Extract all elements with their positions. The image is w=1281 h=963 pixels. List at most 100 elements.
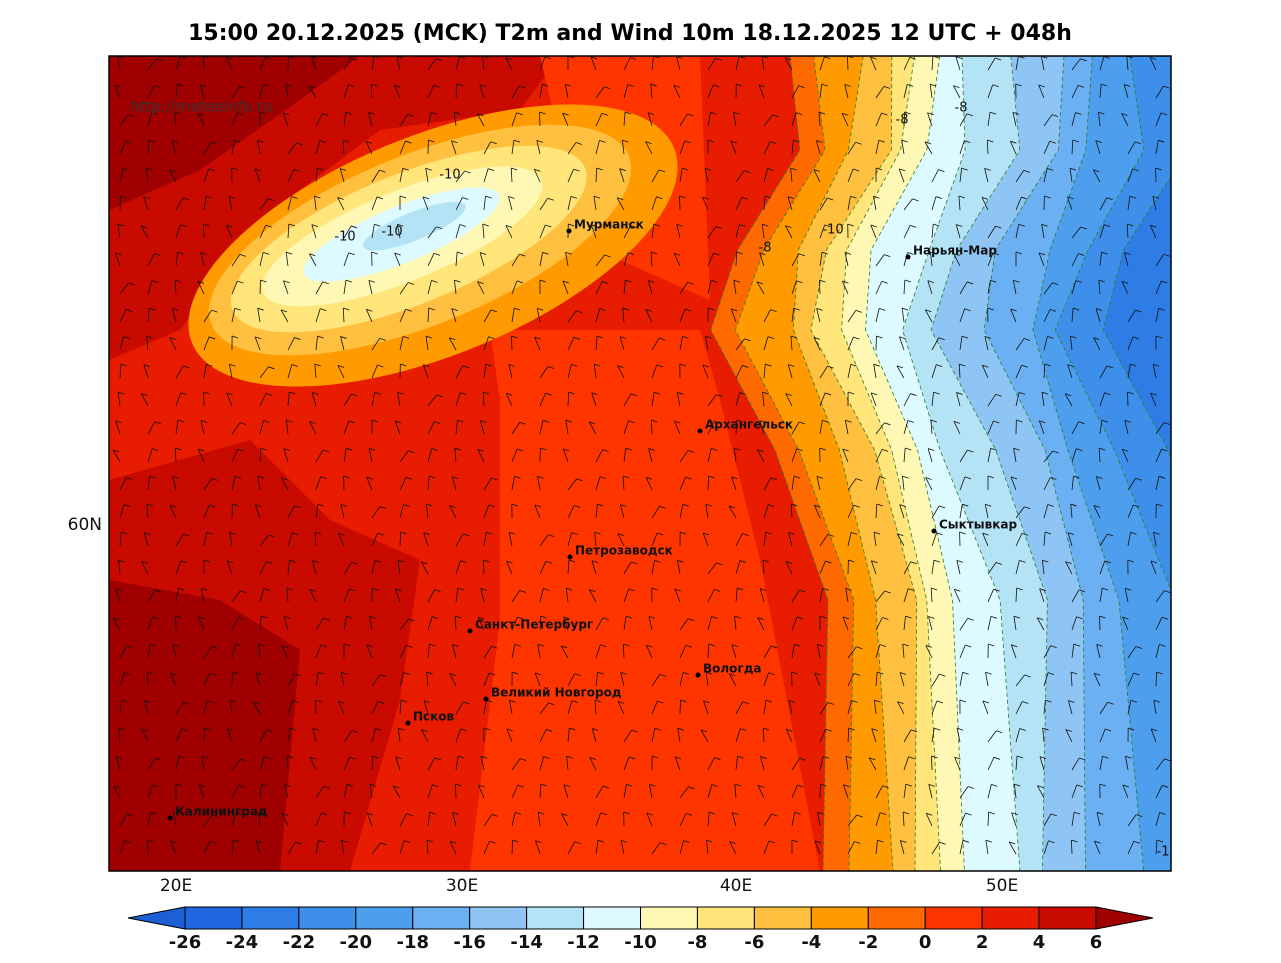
wind-barb	[119, 813, 128, 827]
wind-barb	[225, 56, 233, 60]
wind-barb	[1050, 645, 1057, 649]
wind-barb	[873, 700, 877, 715]
wind-barb	[124, 840, 131, 844]
wind-barb	[985, 840, 989, 855]
wind-barb	[203, 168, 210, 183]
wind-barb	[595, 308, 601, 323]
wind-barb	[761, 56, 765, 71]
wind-barb	[533, 169, 541, 183]
wind-barb	[197, 281, 205, 295]
wind-barb	[203, 504, 210, 519]
wind-barb	[1044, 363, 1051, 367]
wind-barb	[117, 223, 124, 227]
wind-barb	[791, 112, 797, 127]
wind-barb	[342, 140, 345, 155]
wind-barb	[622, 308, 625, 323]
wind-barb	[231, 85, 240, 99]
wind-barb	[1096, 811, 1104, 815]
wind-barb	[434, 421, 441, 424]
wind-barb	[1015, 506, 1025, 519]
wind-barb	[740, 728, 747, 732]
wind-barb	[873, 531, 881, 535]
wind-barb	[784, 57, 792, 61]
wind-barb	[813, 169, 820, 172]
wind-barb	[1015, 224, 1020, 239]
wind-barb	[645, 477, 653, 491]
wind-barb	[600, 644, 607, 648]
wind-barb	[451, 140, 457, 155]
wind-barb	[1039, 588, 1046, 592]
wind-barb	[1127, 559, 1134, 563]
wind-barb	[459, 56, 466, 59]
wind-barb	[399, 336, 404, 351]
wind-barb	[259, 366, 269, 379]
city-marker	[467, 628, 473, 634]
wind-barb	[646, 645, 653, 659]
wind-barb	[875, 140, 880, 155]
wind-barb	[323, 617, 330, 621]
wind-barb	[427, 112, 432, 127]
wind-barb	[455, 756, 459, 771]
wind-barb	[427, 448, 433, 463]
wind-barb	[519, 253, 526, 257]
wind-barb	[172, 644, 177, 659]
wind-barb	[289, 391, 296, 395]
wind-barb	[593, 196, 597, 211]
wind-barb	[315, 476, 321, 491]
wind-barb	[1071, 308, 1074, 323]
wind-barb	[987, 139, 994, 143]
wind-barb	[902, 811, 910, 815]
wind-barb	[679, 618, 689, 631]
wind-barb	[455, 728, 462, 743]
wind-barb	[394, 252, 401, 267]
wind-barb	[146, 671, 149, 687]
wind-barb	[870, 56, 877, 60]
wind-barb	[449, 840, 457, 844]
wind-barb	[713, 420, 720, 424]
wind-barb	[595, 672, 599, 687]
wind-barb	[707, 280, 712, 295]
wind-barb	[989, 111, 997, 115]
wind-barb	[756, 281, 765, 295]
wind-barb	[203, 559, 211, 563]
wind-barb	[673, 253, 681, 267]
wind-barb	[791, 671, 798, 675]
wind-barb	[511, 758, 521, 771]
wind-barb	[931, 560, 935, 575]
wind-barb	[371, 728, 376, 743]
wind-barb	[149, 307, 156, 311]
wind-barb	[682, 335, 689, 339]
wind-barb	[280, 477, 289, 491]
wind-barb	[1127, 478, 1136, 491]
wind-barb	[226, 728, 233, 743]
wind-barb	[954, 756, 961, 771]
wind-barb	[263, 588, 270, 591]
wind-barb	[287, 841, 296, 855]
wind-barb	[874, 699, 881, 703]
wind-barb	[226, 560, 234, 564]
wind-barb	[825, 560, 832, 564]
wind-barb	[280, 309, 289, 323]
wind-barb	[987, 280, 991, 295]
wind-barb	[147, 757, 156, 771]
wind-barb	[567, 196, 572, 211]
wind-barb	[427, 253, 435, 267]
wind-barb	[1122, 448, 1129, 452]
wind-barb	[172, 643, 180, 647]
wind-barb	[114, 84, 121, 88]
wind-barb	[1150, 392, 1157, 407]
wind-barb	[1099, 197, 1108, 211]
wind-barb	[399, 672, 405, 687]
wind-barb	[651, 196, 657, 211]
wind-barb	[453, 280, 457, 295]
wind-barb	[119, 309, 127, 323]
wind-barb	[315, 644, 322, 659]
wind-barb	[1130, 363, 1137, 367]
wind-barb	[602, 617, 609, 621]
wind-barb	[756, 449, 765, 463]
wind-barb	[757, 784, 765, 788]
colorbar-box	[184, 906, 243, 930]
wind-barb	[757, 449, 764, 453]
wind-barb	[346, 783, 354, 787]
wind-barb	[405, 476, 413, 480]
